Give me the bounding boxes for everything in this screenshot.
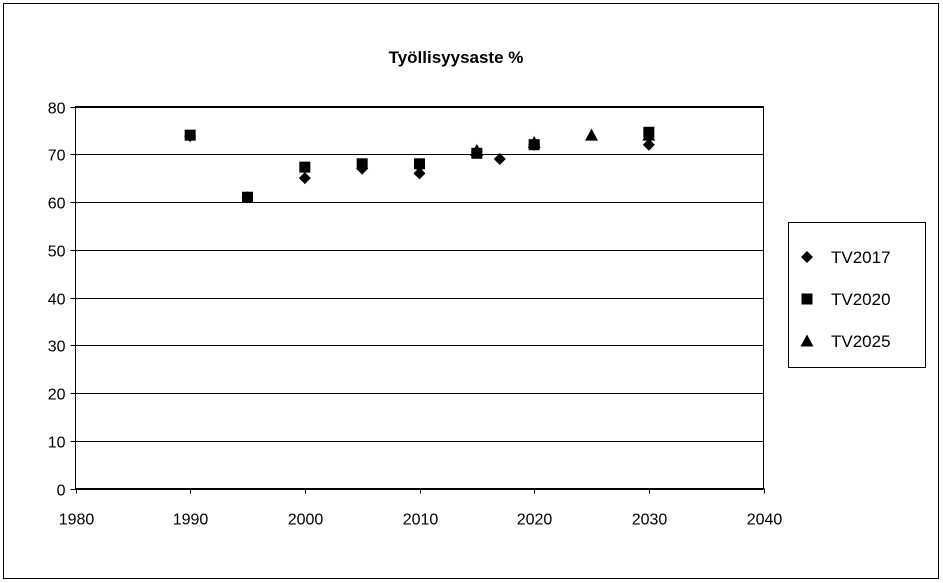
legend-item-tv2017: TV2017 <box>801 248 891 267</box>
legend-item-tv2025: TV2025 <box>800 332 891 351</box>
data-point-tv2020 <box>184 129 196 141</box>
data-point-tv2025 <box>642 128 656 141</box>
x-tick-label: 1980 <box>59 512 95 529</box>
x-tick-label: 1990 <box>173 512 209 529</box>
data-point-tv2025 <box>527 135 541 148</box>
legend-label: TV2025 <box>831 332 891 351</box>
y-tick-label: 70 <box>48 148 66 165</box>
x-tick-label: 2020 <box>517 512 553 529</box>
y-tick-label: 30 <box>48 339 66 356</box>
data-point-tv2025 <box>585 128 598 141</box>
data-point-tv2017 <box>493 153 506 166</box>
legend-marker-triangle <box>800 334 814 347</box>
legend-marker-square <box>801 293 813 305</box>
legend-label: TV2020 <box>831 290 891 309</box>
y-tick-label: 10 <box>48 435 66 452</box>
x-tick-label: 2040 <box>747 512 783 529</box>
data-point-tv2017 <box>642 138 655 151</box>
legend-item-tv2020: TV2020 <box>801 290 891 309</box>
y-tick-label: 60 <box>48 196 66 213</box>
data-point-tv2025 <box>470 143 484 156</box>
legend-marker-diamond <box>801 251 813 263</box>
y-tick-label: 0 <box>57 483 66 500</box>
data-point-tv2020 <box>356 158 368 170</box>
x-tick-label: 2010 <box>403 512 439 529</box>
data-point-tv2020 <box>414 158 425 170</box>
gridlines <box>75 107 764 490</box>
data-point-tv2020 <box>299 161 311 173</box>
chart-title: Työllisyysaste % <box>389 48 524 67</box>
plot-area-border <box>75 106 764 489</box>
y-tick-label: 50 <box>48 244 66 261</box>
data-point-tv2017 <box>298 172 311 185</box>
legend: TV2017 TV2020 TV2025 <box>788 222 926 368</box>
legend-label: TV2017 <box>831 248 891 267</box>
y-tick-label: 40 <box>48 292 66 309</box>
data-point-tv2017 <box>413 167 426 180</box>
chart-border <box>3 3 939 579</box>
x-tick-label: 2000 <box>288 512 324 529</box>
data-point-tv2020 <box>242 191 253 203</box>
y-tick-label: 20 <box>48 387 66 404</box>
x-tick-label: 2030 <box>632 512 668 529</box>
y-tick-label: 80 <box>48 101 66 118</box>
series-tv2025 <box>470 128 656 156</box>
data-points <box>184 126 656 204</box>
